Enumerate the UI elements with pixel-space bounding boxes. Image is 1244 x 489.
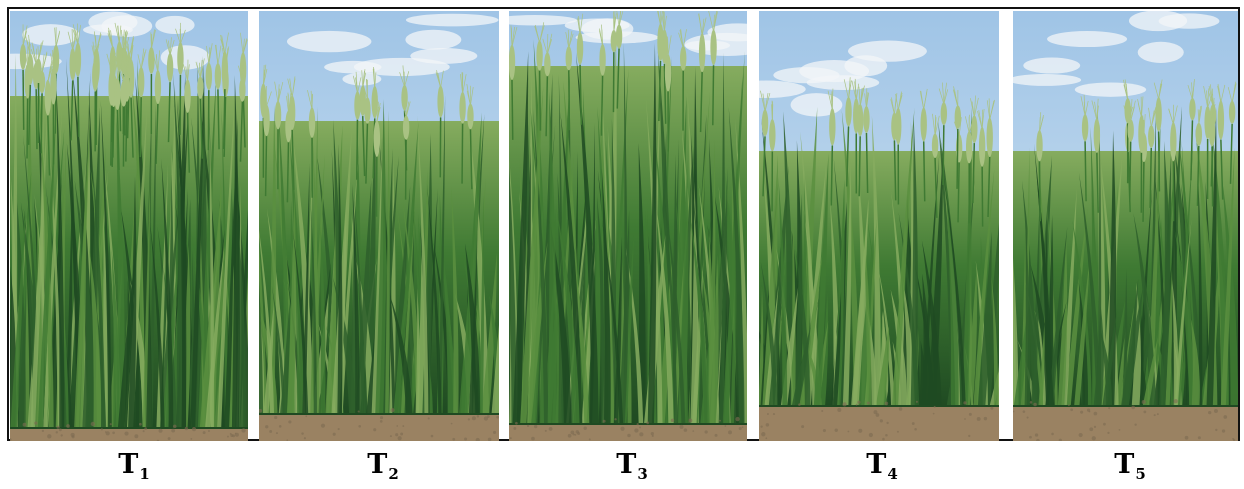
wheat-field-drawing xyxy=(259,11,499,441)
wheat-photo-panel-t2 xyxy=(259,11,499,441)
treatment-label-t5: T5 xyxy=(1070,450,1190,489)
treatment-label-t2: T2 xyxy=(323,450,443,489)
wheat-photo-panel-t4 xyxy=(759,11,999,441)
wheat-photo-panel-t1 xyxy=(10,11,248,441)
wheat-field-drawing xyxy=(759,11,999,441)
treatment-label-t3: T3 xyxy=(572,450,692,489)
wheat-field-drawing xyxy=(509,11,747,441)
wheat-field-drawing xyxy=(1013,11,1238,441)
wheat-photo-panel-t3 xyxy=(509,11,747,441)
treatment-label-t1: T1 xyxy=(74,450,194,489)
wheat-photo-panel-t5 xyxy=(1013,11,1238,441)
treatment-label-t4: T4 xyxy=(822,450,942,489)
wheat-field-photo-strip xyxy=(7,7,1240,441)
wheat-field-drawing xyxy=(10,11,248,441)
